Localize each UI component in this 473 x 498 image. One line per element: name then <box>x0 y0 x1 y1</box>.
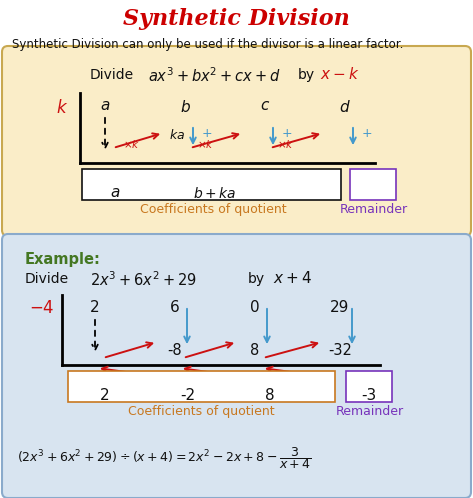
Text: $+$: $+$ <box>201 127 212 140</box>
FancyBboxPatch shape <box>68 371 335 402</box>
Text: Divide: Divide <box>90 68 134 82</box>
Text: $2x^3+6x^2+29$: $2x^3+6x^2+29$ <box>90 270 196 289</box>
Text: 8: 8 <box>250 343 260 358</box>
Text: $\times k$: $\times k$ <box>197 138 214 150</box>
Text: -32: -32 <box>328 343 352 358</box>
Text: $ka$: $ka$ <box>169 128 185 142</box>
FancyBboxPatch shape <box>2 234 471 498</box>
Text: -3: -3 <box>361 388 377 403</box>
Text: 0: 0 <box>250 300 260 315</box>
Text: 6: 6 <box>170 300 180 315</box>
Text: Synthetic Division: Synthetic Division <box>123 8 350 30</box>
Text: $d$: $d$ <box>339 99 351 115</box>
Text: 29: 29 <box>330 300 350 315</box>
Text: $a$: $a$ <box>110 186 120 200</box>
Text: $ax^3+bx^2+cx+d$: $ax^3+bx^2+cx+d$ <box>148 66 281 85</box>
Text: 2: 2 <box>90 300 100 315</box>
Text: Example:: Example: <box>25 252 101 267</box>
Text: 8: 8 <box>265 388 275 403</box>
Text: $x+4$: $x+4$ <box>273 270 312 286</box>
Text: -8: -8 <box>168 343 182 358</box>
Text: $b+ka$: $b+ka$ <box>193 186 236 201</box>
Text: Coefficients of quotient: Coefficients of quotient <box>128 405 274 418</box>
Text: Remainder: Remainder <box>336 405 404 418</box>
Text: $x-k$: $x-k$ <box>320 66 359 82</box>
FancyBboxPatch shape <box>82 169 341 200</box>
Text: $\times k$: $\times k$ <box>123 138 140 150</box>
Text: $b$: $b$ <box>180 99 191 115</box>
Text: by: by <box>298 68 315 82</box>
Text: $c$: $c$ <box>260 99 270 113</box>
Text: $k$: $k$ <box>56 99 68 117</box>
Text: $+$: $+$ <box>361 127 372 140</box>
Text: Remainder: Remainder <box>340 203 408 216</box>
Text: $(2x^3+6x^2+29)\div(x+4)=2x^2-2x+8-\dfrac{3}{x+4}$: $(2x^3+6x^2+29)\div(x+4)=2x^2-2x+8-\dfra… <box>17 445 312 471</box>
Text: $a$: $a$ <box>100 99 110 113</box>
Text: 2: 2 <box>100 388 110 403</box>
Text: Synthetic Division can only be used if the divisor is a linear factor.: Synthetic Division can only be used if t… <box>12 38 403 51</box>
Text: by: by <box>248 272 265 286</box>
Text: $+$: $+$ <box>281 127 292 140</box>
FancyBboxPatch shape <box>2 46 471 236</box>
Text: $\times k$: $\times k$ <box>277 138 294 150</box>
Text: -2: -2 <box>180 388 195 403</box>
Text: Divide: Divide <box>25 272 69 286</box>
Text: $-4$: $-4$ <box>29 300 55 317</box>
FancyBboxPatch shape <box>346 371 392 402</box>
FancyBboxPatch shape <box>350 169 396 200</box>
Text: Coefficients of quotient: Coefficients of quotient <box>140 203 286 216</box>
